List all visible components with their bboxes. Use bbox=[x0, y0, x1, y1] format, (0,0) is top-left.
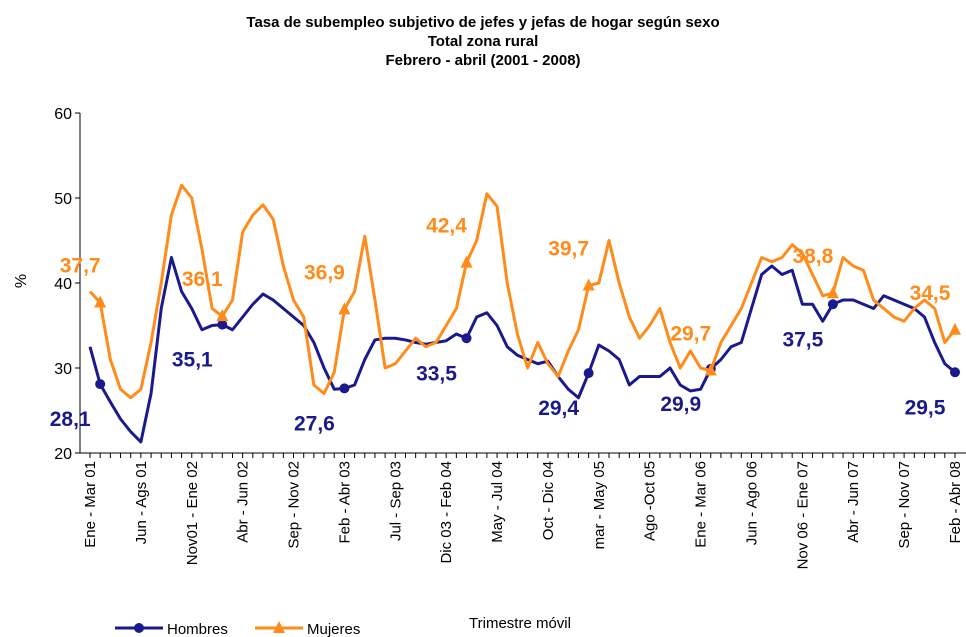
x-tick-label: Dic 03 - Feb 04 bbox=[438, 461, 455, 564]
y-tick-label: 60 bbox=[54, 106, 72, 123]
x-tick-label: Feb - Abr 03 bbox=[336, 461, 353, 544]
point-marker bbox=[704, 363, 717, 376]
x-tick-label: Feb - Abr 08 bbox=[947, 461, 964, 544]
chart-subtitle: Febrero - abril (2001 - 2008) bbox=[385, 52, 580, 69]
y-tick-label: 30 bbox=[54, 361, 72, 378]
x-tick-label: mar - May 05 bbox=[591, 461, 608, 549]
y-tick-label: 20 bbox=[54, 446, 72, 463]
point-marker bbox=[460, 255, 473, 268]
point-marker bbox=[339, 383, 350, 394]
data-label: 29,7 bbox=[670, 323, 711, 346]
x-tick-label: Oct - Dic 04 bbox=[540, 461, 557, 540]
data-label: 36,9 bbox=[304, 261, 345, 284]
x-tick-label: Ene - Mar 06 bbox=[693, 461, 710, 548]
line-series bbox=[88, 183, 957, 400]
chart-title: Tasa de subempleo subjetivo de jefes y j… bbox=[246, 14, 719, 31]
data-label: 39,7 bbox=[548, 238, 589, 261]
data-label: 29,4 bbox=[538, 397, 579, 420]
point-marker bbox=[94, 295, 107, 308]
x-tick-label: Abr - Jun 07 bbox=[845, 461, 862, 543]
point-marker bbox=[217, 319, 228, 330]
point-marker bbox=[949, 322, 961, 335]
x-tick-label: Sep - Nov 02 bbox=[286, 461, 303, 549]
data-label: 29,9 bbox=[660, 393, 701, 416]
x-tick-label: Nov 06 - Ene 07 bbox=[794, 461, 811, 569]
x-tick-label: May - Jul 04 bbox=[489, 461, 506, 543]
data-label: 37,5 bbox=[782, 328, 823, 351]
data-label: 37,7 bbox=[60, 255, 101, 278]
x-tick-label: Nov01 - Ene 02 bbox=[184, 461, 201, 565]
legend-label: Mujeres bbox=[307, 621, 360, 637]
data-label: 27,6 bbox=[294, 412, 335, 435]
x-tick-label: Abr - Jun 02 bbox=[235, 461, 252, 543]
x-tick-label: Ene - Mar 01 bbox=[82, 461, 99, 548]
line-series bbox=[88, 256, 956, 444]
point-marker bbox=[826, 286, 839, 299]
x-tick-label: Jun - Ags 01 bbox=[133, 461, 150, 544]
point-marker bbox=[583, 368, 594, 379]
data-label: 28,1 bbox=[50, 408, 91, 431]
x-tick-label: Ago -Oct 05 bbox=[642, 461, 659, 541]
y-axis-label: % bbox=[13, 274, 30, 288]
x-tick-label: Jun - Ago 06 bbox=[743, 461, 760, 545]
legend-marker bbox=[134, 623, 144, 633]
data-label: 29,5 bbox=[905, 396, 946, 419]
data-label: 38,8 bbox=[792, 245, 833, 268]
y-tick-label: 50 bbox=[54, 191, 72, 208]
point-marker bbox=[95, 379, 106, 390]
chart-subtitle: Total zona rural bbox=[428, 33, 539, 50]
point-marker bbox=[338, 302, 351, 315]
point-marker bbox=[582, 278, 595, 291]
data-label: 35,1 bbox=[172, 349, 213, 372]
point-marker bbox=[950, 367, 960, 378]
y-tick-label: 40 bbox=[54, 276, 72, 293]
data-label: 36,1 bbox=[182, 268, 223, 291]
legend-marker bbox=[273, 621, 285, 633]
data-label: 42,4 bbox=[426, 215, 467, 238]
legend-label: Hombres bbox=[167, 621, 228, 637]
x-tick-label: Sep - Nov 07 bbox=[896, 461, 913, 549]
point-marker bbox=[827, 299, 838, 310]
x-axis-label: Trimestre móvil bbox=[469, 615, 571, 632]
data-label: 34,5 bbox=[910, 282, 951, 305]
point-marker bbox=[461, 333, 472, 344]
data-label: 33,5 bbox=[416, 362, 457, 385]
x-tick-label: Jul - Sep 03 bbox=[387, 461, 404, 541]
point-marker bbox=[216, 309, 229, 322]
